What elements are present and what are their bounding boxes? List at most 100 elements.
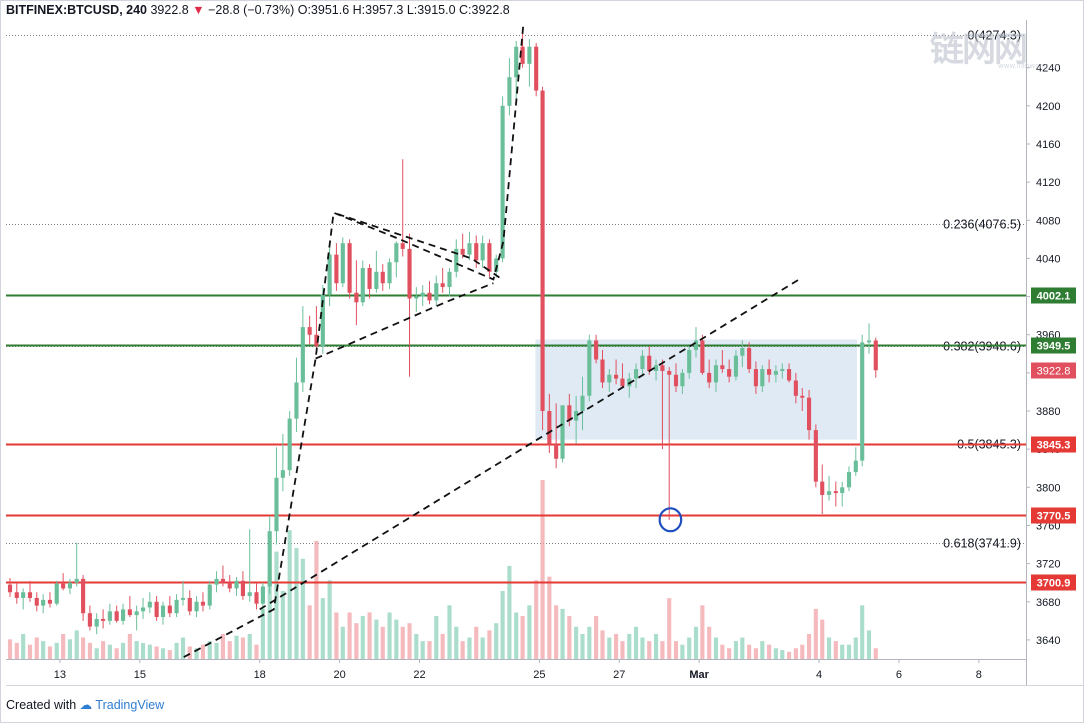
- volume-bar: [414, 633, 419, 659]
- volume-bar: [160, 648, 166, 659]
- last-price-tag-label: 3922.8: [1037, 366, 1071, 378]
- volume-bar: [753, 648, 758, 659]
- volume-bar: [167, 650, 172, 659]
- volume-bar: [860, 605, 865, 659]
- candle-up: [866, 340, 872, 343]
- ohlc-close: C:3922.8: [459, 3, 510, 17]
- volume-bar: [187, 646, 192, 659]
- candle-down: [806, 397, 812, 431]
- volume-bar: [474, 626, 479, 659]
- volume-bar: [514, 612, 519, 659]
- time-axis[interactable]: 13 15 18 20 22 25 27 Mar 4 6 8: [54, 659, 982, 681]
- volume-bar: [54, 642, 59, 659]
- symbol-label: BITFINEX:BTCUSD, 240: [6, 3, 147, 17]
- volume-bar: [633, 626, 639, 659]
- candle-down: [14, 592, 19, 598]
- candle-down: [614, 374, 619, 379]
- volume-bar: [120, 642, 126, 659]
- candle-down: [380, 271, 385, 284]
- candle-down: [154, 601, 159, 618]
- candle-down: [307, 327, 312, 335]
- volume-bar: [340, 626, 345, 659]
- footer-credit[interactable]: Created with ☁ TradingView: [6, 697, 164, 712]
- volume-bar: [853, 637, 858, 659]
- y-tick-label: 3640: [1036, 635, 1060, 647]
- volume-bar: [527, 605, 532, 659]
- volume-bar: [567, 616, 572, 659]
- price-tags: 4002.1 3949.5 3845.3 3770.5 3700.9 3922.8: [1031, 287, 1076, 591]
- volume-bar: [574, 626, 579, 659]
- candle-down: [101, 618, 106, 621]
- candle-down: [440, 283, 445, 288]
- volume-bar: [254, 644, 259, 659]
- volume-bar: [800, 644, 805, 659]
- candle-up: [134, 611, 139, 616]
- candle-down: [7, 584, 13, 593]
- candle-down: [314, 334, 319, 347]
- x-tick-label: 8: [976, 669, 982, 681]
- candle-down: [813, 430, 818, 482]
- x-tick-label: 6: [896, 669, 902, 681]
- volume-bar: [640, 637, 645, 659]
- candle-up: [180, 597, 186, 600]
- volume-bar: [327, 580, 332, 659]
- volume-bar: [387, 612, 392, 659]
- footer-prefix: Created with: [6, 698, 77, 712]
- candle-down: [187, 597, 192, 612]
- candle-up: [500, 105, 505, 259]
- volume-bar: [41, 641, 46, 659]
- candle-up: [687, 349, 692, 373]
- volume-bar: [806, 633, 812, 659]
- candle-down: [820, 481, 825, 495]
- volume-bar: [700, 605, 705, 659]
- candle-up: [340, 243, 345, 284]
- volume-bar: [660, 641, 665, 659]
- volume-bar: [374, 619, 379, 659]
- price-axis[interactable]: 3640368037203760380038403880392039604000…: [1026, 63, 1060, 647]
- candle-up: [287, 418, 292, 471]
- candle-up: [140, 607, 146, 612]
- candles: [7, 33, 878, 635]
- volume-bar: [140, 642, 146, 659]
- volume-bar: [180, 637, 186, 659]
- candle-down: [347, 243, 352, 293]
- candle-up: [234, 580, 239, 589]
- candle-down: [220, 578, 226, 583]
- candle-up: [507, 77, 512, 106]
- tradingview-link[interactable]: TradingView: [95, 698, 165, 712]
- volume-bar: [134, 641, 139, 659]
- volume-bar: [21, 633, 26, 659]
- candle-down: [600, 359, 605, 383]
- candle-up: [260, 586, 265, 604]
- candle-down: [547, 411, 552, 445]
- volume-bar: [427, 641, 432, 659]
- candle-up: [174, 599, 179, 614]
- candle-down: [87, 613, 92, 627]
- volume-bar: [547, 576, 552, 659]
- volume-bar: [826, 637, 832, 659]
- volume-bar: [347, 612, 352, 659]
- volume-bar: [773, 648, 778, 659]
- x-tick-label: Mar: [689, 669, 709, 681]
- volume-bar: [101, 641, 106, 659]
- volume-bar: [460, 641, 465, 659]
- candle-up: [587, 340, 592, 396]
- volume-bar: [174, 642, 179, 659]
- candle-up: [247, 592, 252, 597]
- volume-bar: [587, 626, 592, 659]
- volume-bar: [793, 648, 798, 659]
- candle-down: [167, 605, 172, 614]
- candle-down: [27, 592, 33, 598]
- candle-up: [414, 296, 419, 299]
- volume-bar: [740, 637, 745, 659]
- volume-bar: [147, 644, 152, 659]
- candle-up: [760, 369, 765, 387]
- volume-bar: [81, 637, 86, 659]
- candle-up: [840, 487, 845, 494]
- volume-bar: [127, 633, 132, 659]
- candle-down: [833, 491, 838, 494]
- candle-down: [534, 46, 539, 91]
- volume-bar: [200, 644, 206, 659]
- volume-bar: [240, 637, 245, 659]
